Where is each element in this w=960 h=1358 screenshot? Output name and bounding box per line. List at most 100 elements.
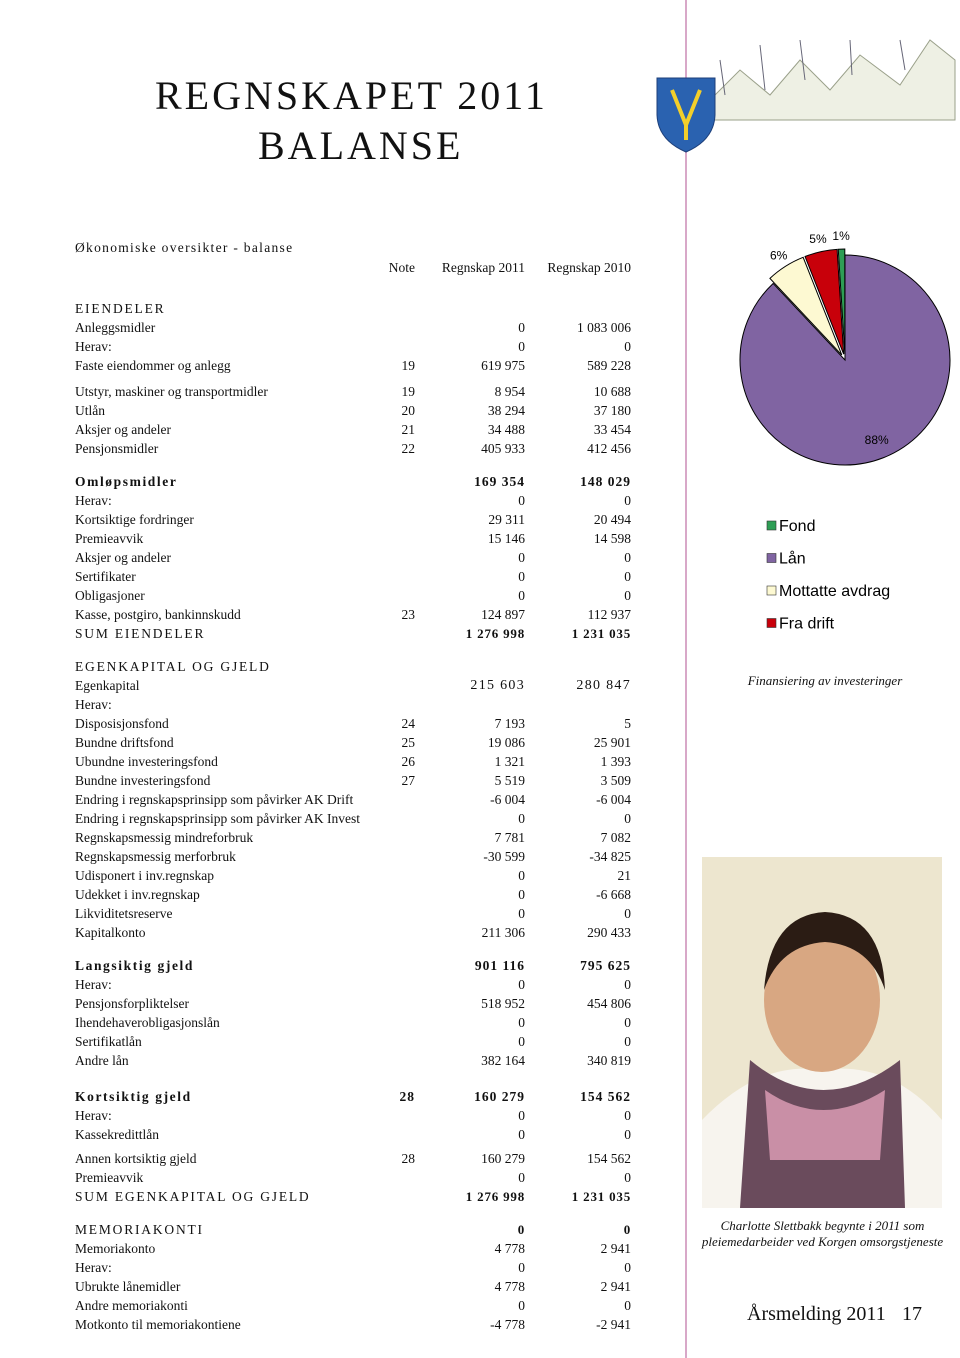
slice-label: 1% bbox=[832, 229, 850, 243]
row-label: Sertifikatlån bbox=[75, 1034, 142, 1049]
note: 23 bbox=[401, 607, 416, 622]
row-label: Andre memoriakonti bbox=[75, 1298, 188, 1313]
amount: 0 bbox=[518, 588, 525, 603]
amount: -6 004 bbox=[490, 792, 525, 807]
photo-caption: pleiemedarbeider ved Korgen omsorgstjene… bbox=[701, 1234, 944, 1249]
amount: 0 bbox=[624, 569, 631, 584]
row-label: Kortsiktig gjeld bbox=[75, 1089, 192, 1104]
amount: 154 562 bbox=[587, 1151, 631, 1166]
row-label: Udekket i inv.regnskap bbox=[75, 887, 200, 902]
row-label: Ubundne investeringsfond bbox=[75, 754, 218, 769]
amount: 0 bbox=[518, 550, 525, 565]
amount: 0 bbox=[624, 339, 631, 354]
amount: 0 bbox=[518, 887, 525, 902]
amount: 33 454 bbox=[593, 422, 631, 437]
amount: 20 494 bbox=[593, 512, 631, 527]
legend-swatch bbox=[766, 585, 777, 596]
row-label: Premieavvik bbox=[75, 1170, 144, 1185]
amount: -6 668 bbox=[596, 887, 631, 902]
amount: 0 bbox=[624, 1034, 631, 1049]
amount: 0 bbox=[624, 493, 631, 508]
row-label: Egenkapital bbox=[75, 678, 140, 693]
row-label: EGENKAPITAL OG GJELD bbox=[75, 659, 271, 674]
row-label: Utstyr, maskiner og transportmidler bbox=[75, 384, 268, 399]
legend-label: Lån bbox=[779, 550, 806, 568]
note: 25 bbox=[401, 735, 416, 750]
amount: 37 180 bbox=[593, 403, 631, 418]
row-label: SUM EIENDELER bbox=[75, 626, 206, 641]
row-label: Herav: bbox=[75, 1260, 112, 1275]
row-label: Memoriakonto bbox=[75, 1241, 156, 1256]
amount: 5 519 bbox=[494, 773, 525, 788]
row-label: MEMORIAKONTI bbox=[75, 1222, 204, 1237]
amount: 0 bbox=[518, 339, 525, 354]
amount: 29 311 bbox=[488, 512, 525, 527]
amount: 0 bbox=[518, 977, 525, 992]
amount: 0 bbox=[624, 1170, 631, 1185]
amount: 14 598 bbox=[593, 531, 631, 546]
pie-slice bbox=[769, 256, 843, 356]
amount: 2 941 bbox=[600, 1279, 631, 1294]
row-label: Herav: bbox=[75, 339, 112, 354]
page-number: 17 bbox=[902, 1303, 922, 1325]
amount: 10 688 bbox=[593, 384, 631, 399]
legend-swatch bbox=[766, 553, 777, 563]
note: 26 bbox=[401, 754, 416, 769]
amount: 0 bbox=[518, 493, 525, 508]
column-header: Regnskap 2011 bbox=[441, 260, 525, 275]
note: 21 bbox=[401, 422, 416, 437]
amount: 38 294 bbox=[487, 403, 525, 418]
amount: 160 279 bbox=[481, 1151, 525, 1166]
row-label: Kapitalkonto bbox=[75, 925, 146, 940]
row-label: Pensjonsmidler bbox=[75, 441, 159, 456]
amount: 0 bbox=[518, 811, 525, 826]
row-label: Utlån bbox=[75, 403, 105, 418]
row-label: Langsiktig gjeld bbox=[75, 958, 194, 973]
amount: 1 276 998 bbox=[465, 1189, 525, 1204]
amount: 0 bbox=[518, 1260, 525, 1275]
amount: 0 bbox=[624, 1298, 631, 1313]
amount: 0 bbox=[518, 320, 525, 335]
amount: 34 488 bbox=[487, 422, 525, 437]
amount: 160 279 bbox=[474, 1089, 525, 1104]
amount: 412 456 bbox=[587, 441, 631, 456]
photo bbox=[702, 857, 942, 1208]
subtitle: BALANSE bbox=[258, 123, 464, 168]
note: 22 bbox=[401, 441, 416, 456]
legend-label: Fra drift bbox=[779, 616, 835, 633]
amount: 0 bbox=[518, 1170, 525, 1185]
pie-slice bbox=[837, 248, 846, 355]
row-label: Ihendehaverobligasjonslån bbox=[75, 1015, 220, 1030]
amount: 0 bbox=[624, 588, 631, 603]
amount: 215 603 bbox=[470, 678, 525, 693]
amount: 0 bbox=[624, 811, 631, 826]
row-label: Kassekredittlån bbox=[75, 1127, 159, 1142]
row-label: Regnskapsmessig merforbruk bbox=[75, 849, 236, 864]
row-label: Pensjonsforpliktelser bbox=[75, 996, 189, 1011]
row-label: Endring i regnskapsprinsipp som påvirker… bbox=[75, 811, 360, 826]
amount: 7 193 bbox=[494, 716, 525, 731]
amount: 124 897 bbox=[481, 607, 525, 622]
amount: 1 393 bbox=[600, 754, 631, 769]
legend-label: Mottatte avdrag bbox=[779, 583, 890, 600]
row-label: Endring i regnskapsprinsipp som påvirker… bbox=[75, 792, 354, 807]
amount: 15 146 bbox=[487, 531, 525, 546]
table-caption: Økonomiske oversikter - balanse bbox=[75, 240, 294, 255]
row-label: Aksjer og andeler bbox=[75, 422, 171, 437]
amount: 0 bbox=[517, 1222, 525, 1237]
row-label: Omløpsmidler bbox=[75, 474, 178, 489]
amount: 280 847 bbox=[576, 678, 631, 693]
amount: 0 bbox=[624, 1108, 631, 1123]
row-label: Kortsiktige fordringer bbox=[75, 512, 194, 527]
row-label: Motkonto til memoriakontiene bbox=[75, 1317, 241, 1332]
note: 19 bbox=[401, 358, 416, 373]
row-label: Annen kortsiktig gjeld bbox=[75, 1151, 197, 1166]
amount: 382 164 bbox=[481, 1053, 525, 1068]
amount: 19 086 bbox=[487, 735, 525, 750]
amount: 901 116 bbox=[474, 958, 525, 973]
column-header: Note bbox=[388, 260, 415, 275]
amount: 7 781 bbox=[494, 830, 525, 845]
row-label: SUM EGENKAPITAL OG GJELD bbox=[75, 1189, 311, 1204]
amount: -2 941 bbox=[596, 1317, 631, 1332]
